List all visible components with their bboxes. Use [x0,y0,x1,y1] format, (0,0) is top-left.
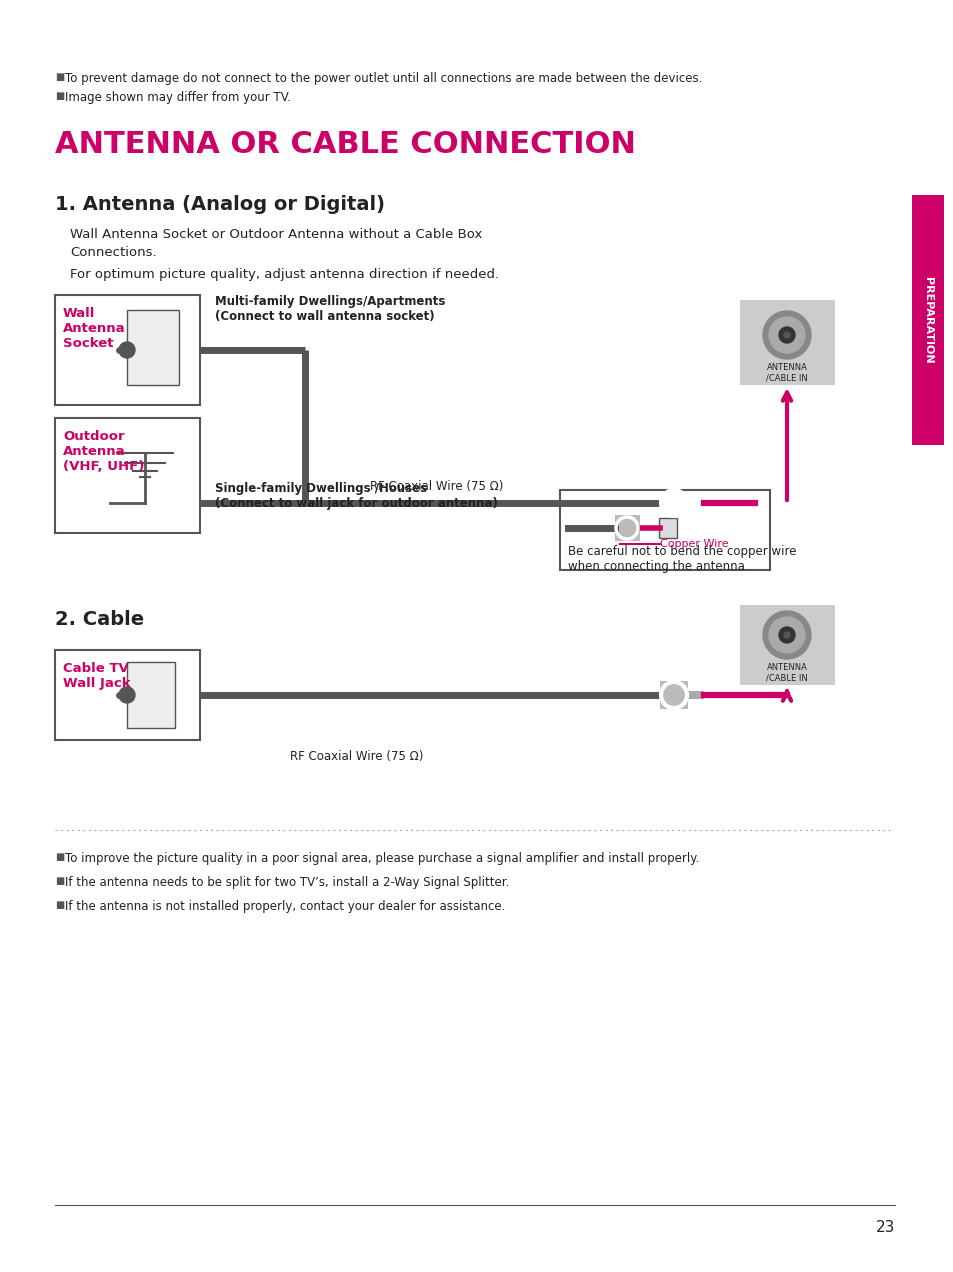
Circle shape [119,687,135,703]
Text: 1. Antenna (Analog or Digital): 1. Antenna (Analog or Digital) [55,195,385,214]
Bar [127,310,179,385]
Bar [911,195,943,445]
Text: Connections.: Connections. [70,245,156,259]
Text: 2. Cable: 2. Cable [55,611,144,628]
Text: For optimum picture quality, adjust antenna direction if needed.: For optimum picture quality, adjust ante… [70,268,498,281]
Text: Single-family Dwellings /Houses
(Connect to wall jack for outdoor antenna): Single-family Dwellings /Houses (Connect… [214,482,497,510]
Bar [55,295,200,404]
Bar [615,515,639,541]
Bar [659,488,687,516]
Bar [55,650,200,740]
Bar [740,300,834,385]
Bar [740,605,834,686]
Text: ANTENNA
/CABLE IN: ANTENNA /CABLE IN [765,363,807,383]
Circle shape [768,317,804,354]
Text: To improve the picture quality in a poor signal area, please purchase a signal a: To improve the picture quality in a poor… [65,852,699,865]
Bar [659,681,687,709]
Circle shape [762,310,810,359]
Text: ANTENNA OR CABLE CONNECTION: ANTENNA OR CABLE CONNECTION [55,130,636,159]
Text: PREPARATION: PREPARATION [923,277,932,364]
Text: To prevent damage do not connect to the power outlet until all connections are m: To prevent damage do not connect to the … [65,73,701,85]
Text: Be careful not to bend the copper wire
when connecting the antenna.: Be careful not to bend the copper wire w… [567,544,796,572]
Bar [559,490,769,570]
Circle shape [783,332,789,338]
Text: Outdoor
Antenna
(VHF, UHF): Outdoor Antenna (VHF, UHF) [63,430,144,473]
Bar [127,661,174,728]
Text: Wall
Antenna
Socket: Wall Antenna Socket [63,307,126,350]
Circle shape [783,632,789,639]
Text: Cable TV
Wall Jack: Cable TV Wall Jack [63,661,131,689]
Text: ■: ■ [55,876,64,887]
Circle shape [779,327,794,343]
Text: ANTENNA
/CABLE IN: ANTENNA /CABLE IN [765,663,807,682]
Text: ■: ■ [55,73,64,81]
Bar [55,418,200,533]
Text: Copper Wire: Copper Wire [659,539,728,550]
Circle shape [119,342,135,357]
Circle shape [768,617,804,653]
Circle shape [762,611,810,659]
Text: If the antenna is not installed properly, contact your dealer for assistance.: If the antenna is not installed properly… [65,901,505,913]
Text: ■: ■ [55,92,64,100]
Bar [659,518,677,538]
Text: 23: 23 [875,1220,894,1235]
Text: Multi-family Dwellings/Apartments
(Connect to wall antenna socket): Multi-family Dwellings/Apartments (Conne… [214,295,445,323]
Text: ■: ■ [55,901,64,909]
Bar [685,499,703,508]
Text: RF Coaxial Wire (75 Ω): RF Coaxial Wire (75 Ω) [370,480,503,494]
Text: Wall Antenna Socket or Outdoor Antenna without a Cable Box: Wall Antenna Socket or Outdoor Antenna w… [70,228,482,240]
Circle shape [779,627,794,644]
Bar [685,691,703,700]
Text: RF Coaxial Wire (75 Ω): RF Coaxial Wire (75 Ω) [290,750,423,763]
Text: ■: ■ [55,852,64,862]
Text: Image shown may differ from your TV.: Image shown may differ from your TV. [65,92,291,104]
Text: If the antenna needs to be split for two TV’s, install a 2-Way Signal Splitter.: If the antenna needs to be split for two… [65,876,509,889]
